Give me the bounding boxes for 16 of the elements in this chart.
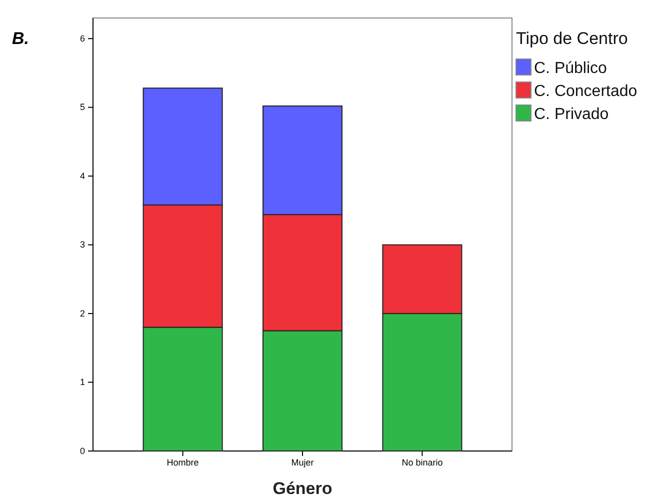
legend-label: C. Público (534, 60, 608, 77)
x-tick-label: No binario (402, 457, 443, 468)
y-tick-label: 6 (80, 34, 85, 44)
x-axis-title: Género (272, 479, 332, 498)
legend-label: C. Concertado (534, 83, 638, 100)
text: B. (12, 29, 29, 48)
legend-title: Tipo de Centro (516, 29, 628, 48)
y-tick-label: 5 (80, 102, 85, 112)
y-tick-label: 1 (80, 377, 85, 388)
x-tick-label: Mujer (291, 457, 314, 468)
y-tick-label: 4 (80, 170, 85, 181)
x-tick-label: Hombre (166, 457, 199, 468)
y-tick-label: 3 (80, 240, 85, 250)
legend-label: C. Privado (534, 106, 609, 123)
y-tick-label: 0 (80, 446, 85, 456)
y-tick-label: 2 (80, 308, 85, 318)
